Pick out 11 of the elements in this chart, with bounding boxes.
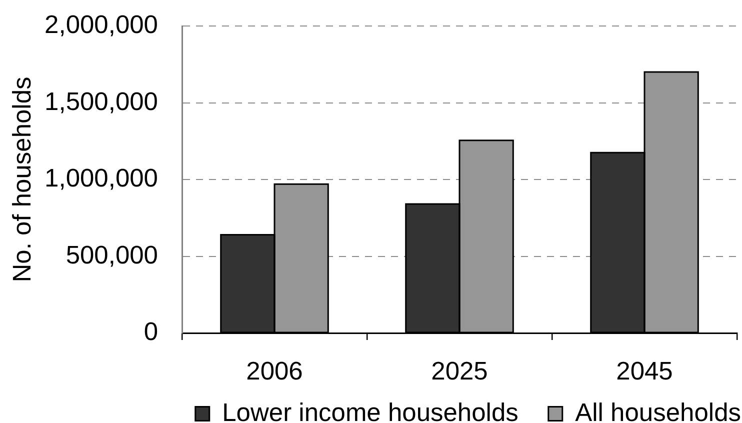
y-tick-label: 1,000,000 — [44, 164, 158, 193]
x-tick-label: 2025 — [431, 357, 488, 386]
x-tick-label: 2045 — [616, 357, 673, 386]
y-tick-label: 2,000,000 — [44, 11, 158, 40]
y-tick-label: 500,000 — [66, 241, 158, 270]
x-tick-label: 2006 — [246, 357, 303, 386]
y-tick-label: 0 — [144, 318, 158, 346]
y-tick-label: 1,500,000 — [44, 88, 158, 116]
legend-label: Lower income households — [222, 398, 518, 423]
y-axis-title: No. of households — [8, 76, 36, 282]
legend-label: All households — [575, 398, 742, 423]
